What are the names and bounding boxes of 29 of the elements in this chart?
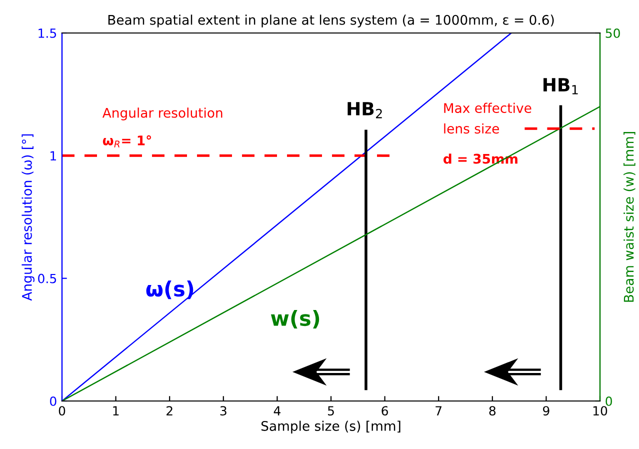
annotation: Angular resolution [102, 108, 222, 120]
x-tick-label: 7 [436, 406, 442, 416]
annotation: lens size [444, 123, 499, 134]
x-tick-label: 2 [166, 406, 172, 416]
series-label: ω(s) [146, 280, 194, 300]
x-axis-title: Sample size (s) [mm] [261, 420, 400, 434]
annotation: ω$_{R}$= 1° [102, 135, 151, 148]
x-tick-label: 6 [382, 406, 388, 416]
x-tick-label: 1 [113, 406, 119, 416]
x-tick-label: 0 [58, 406, 66, 416]
x-tick-label: 5 [328, 406, 334, 416]
x-tick-label: 4 [274, 406, 280, 416]
y2-tick-label: 0 [606, 396, 612, 406]
y-tick-label: 0.5 [38, 274, 56, 284]
series-label: w(s) [270, 310, 320, 329]
annotation: HB$_{1}$ [544, 78, 578, 94]
annotation: HB$_{2}$ [348, 102, 382, 118]
x-tick-label: 3 [220, 406, 226, 416]
x-tick-label: 10 [593, 406, 608, 416]
x-tick-label: 9 [543, 406, 550, 416]
y2-axis-title: Beam waist size (w) [mm] [624, 132, 636, 302]
y-tick-label: 0 [50, 396, 56, 406]
chart-title: Beam spatial extent in plane at lens system (a = 1000mm, ε = 0.6) [108, 14, 554, 28]
y-tick-label: 1 [50, 151, 56, 160]
y-axis-title: Angular resolution (ω) [°] [22, 134, 34, 301]
annotation: Max effective [444, 102, 532, 114]
y2-tick-label: 50 [606, 28, 620, 38]
x-tick-label: 8 [489, 406, 496, 416]
y-tick-label: 1.5 [38, 28, 56, 38]
